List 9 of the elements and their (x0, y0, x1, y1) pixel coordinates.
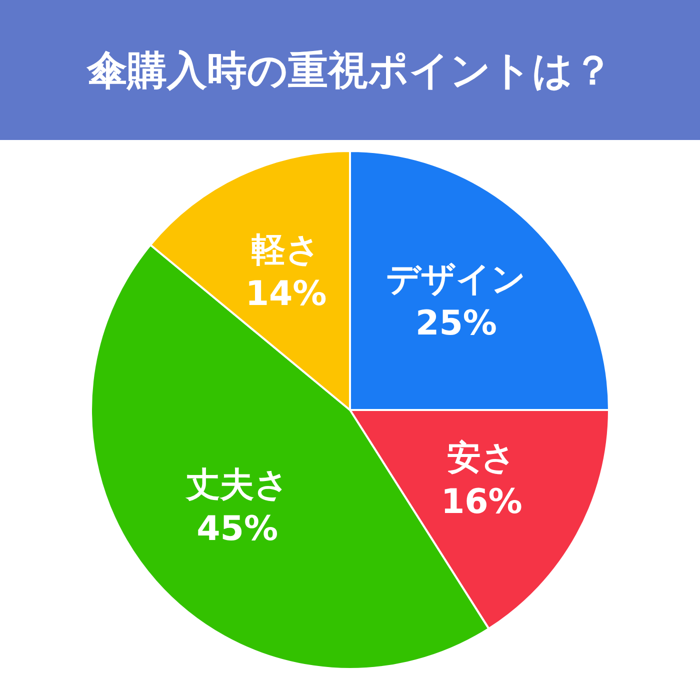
data-label: 25% (416, 304, 497, 344)
slice-label: 安さ (447, 438, 516, 478)
slice-label: デザイン (386, 260, 526, 300)
data-label: 45% (196, 509, 278, 550)
chart-title: 傘購入時の重視ポイントは？ (0, 0, 700, 140)
slice-label: 軽さ (252, 230, 321, 270)
data-label: 14% (245, 274, 327, 314)
data-label: 16% (440, 482, 522, 522)
slice-label: 丈夫さ (184, 465, 289, 506)
